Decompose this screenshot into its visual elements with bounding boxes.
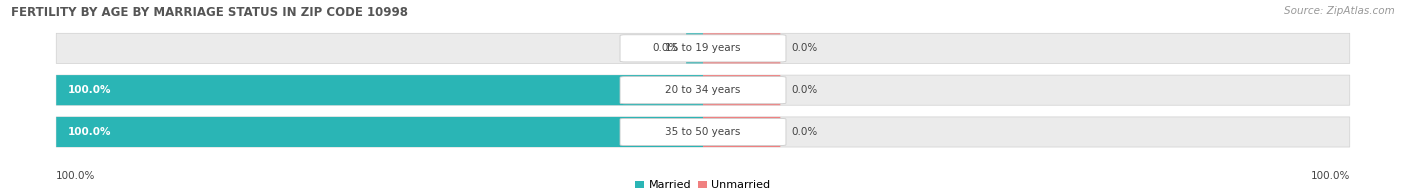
Text: 15 to 19 years: 15 to 19 years [665, 43, 741, 53]
FancyBboxPatch shape [56, 117, 703, 147]
Text: 100.0%: 100.0% [67, 127, 111, 137]
Text: 0.0%: 0.0% [792, 43, 818, 53]
FancyBboxPatch shape [56, 33, 1350, 63]
FancyBboxPatch shape [56, 75, 1350, 105]
Text: 100.0%: 100.0% [56, 171, 96, 181]
Text: 100.0%: 100.0% [1310, 171, 1350, 181]
Legend: Married, Unmarried: Married, Unmarried [636, 181, 770, 191]
Text: 0.0%: 0.0% [652, 43, 679, 53]
Text: 35 to 50 years: 35 to 50 years [665, 127, 741, 137]
FancyBboxPatch shape [620, 118, 786, 146]
FancyBboxPatch shape [703, 117, 780, 147]
Text: 100.0%: 100.0% [67, 85, 111, 95]
Text: 0.0%: 0.0% [792, 85, 818, 95]
FancyBboxPatch shape [620, 77, 786, 104]
FancyBboxPatch shape [703, 33, 780, 63]
FancyBboxPatch shape [686, 33, 703, 63]
FancyBboxPatch shape [56, 117, 1350, 147]
FancyBboxPatch shape [56, 75, 703, 105]
Text: Source: ZipAtlas.com: Source: ZipAtlas.com [1284, 6, 1395, 16]
Text: 20 to 34 years: 20 to 34 years [665, 85, 741, 95]
FancyBboxPatch shape [620, 35, 786, 62]
Text: FERTILITY BY AGE BY MARRIAGE STATUS IN ZIP CODE 10998: FERTILITY BY AGE BY MARRIAGE STATUS IN Z… [11, 6, 408, 19]
Text: 0.0%: 0.0% [792, 127, 818, 137]
FancyBboxPatch shape [703, 75, 780, 105]
